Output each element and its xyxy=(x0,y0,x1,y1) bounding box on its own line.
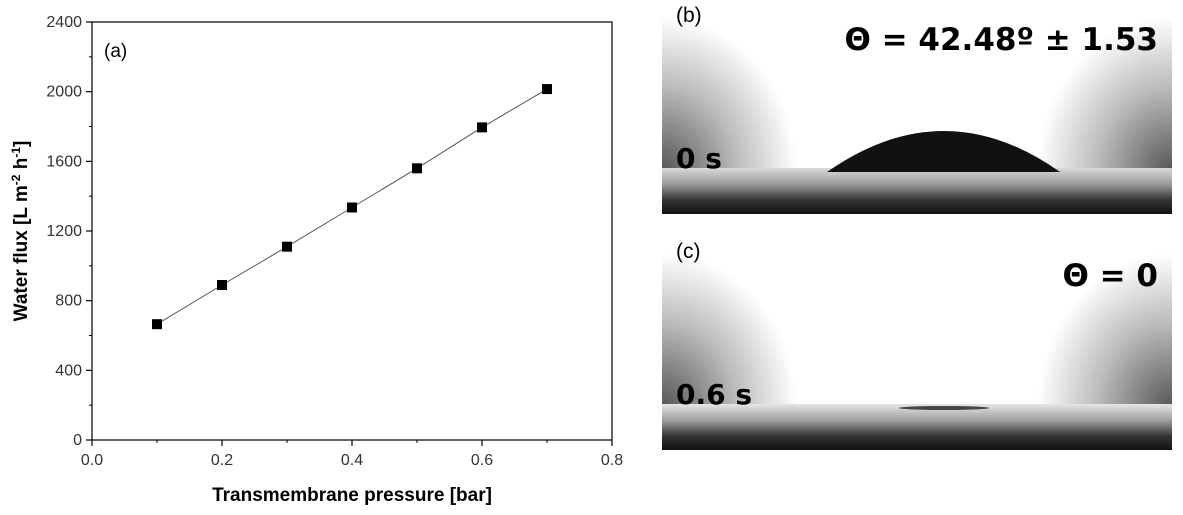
water-droplet xyxy=(827,131,1060,172)
y-tick-label: 2400 xyxy=(46,14,82,31)
data-point xyxy=(217,279,227,290)
panel-label-b: (b) xyxy=(676,4,702,27)
membrane-surface xyxy=(662,168,1172,214)
x-axis-label: Transmembrane pressure [bar] xyxy=(212,485,492,506)
x-tick-label: 0.2 xyxy=(211,452,233,469)
y-tick-label: 1600 xyxy=(46,153,82,170)
droplet-photo-b xyxy=(662,0,1172,214)
x-tick-label: 0.8 xyxy=(601,452,623,469)
y-axis-label-sup1: -2 xyxy=(9,174,23,185)
y-tick-label: 800 xyxy=(55,293,82,310)
contact-angle-photo-final: (c) Θ = 0 0.6 s xyxy=(662,236,1172,450)
panel-label-c: (c) xyxy=(676,240,701,263)
time-label-c: 0.6 s xyxy=(676,378,753,411)
x-axis-ticks: 0.0 0.2 0.4 0.6 0.8 xyxy=(81,440,623,469)
data-point xyxy=(282,241,292,252)
y-axis-label-mid: h xyxy=(11,158,32,175)
y-tick-label: 400 xyxy=(55,362,82,379)
data-point xyxy=(152,319,162,330)
y-tick-label: 0 xyxy=(73,432,82,449)
y-axis-label: Water flux [L m-2 h-1] xyxy=(9,141,32,322)
x-tick-label: 0.4 xyxy=(341,452,363,469)
time-label-b: 0 s xyxy=(676,142,722,175)
panel-label-a: (a) xyxy=(104,41,127,62)
light-shadow-left xyxy=(662,236,812,408)
light-shadow-right xyxy=(1022,0,1172,172)
data-point xyxy=(412,163,422,174)
y-tick-label: 1200 xyxy=(46,223,82,240)
membrane-surface xyxy=(662,404,1172,450)
y-axis-label-sup2: -1 xyxy=(9,147,23,158)
light-shadow-left xyxy=(662,0,812,172)
y-axis-label-main: Water flux [L m xyxy=(11,185,32,321)
y-axis-label-end: ] xyxy=(11,141,32,147)
droplet-photo-c xyxy=(662,236,1172,450)
data-point xyxy=(347,202,357,213)
y-axis-ticks: 0 400 800 1200 1600 2000 2400 xyxy=(46,14,92,449)
y-tick-label: 2000 xyxy=(46,84,82,101)
light-shadow-right xyxy=(1022,236,1172,408)
data-points xyxy=(152,84,552,330)
spread-droplet xyxy=(899,406,989,410)
x-tick-label: 0.6 xyxy=(471,452,493,469)
x-tick-label: 0.0 xyxy=(81,452,103,469)
plot-frame xyxy=(91,21,613,441)
contact-angle-photo-initial: (b) Θ = 42.48º ± 1.53 0 s xyxy=(662,0,1172,214)
data-point xyxy=(542,84,552,95)
contact-angle-value-b: Θ = 42.48º ± 1.53 xyxy=(844,22,1159,58)
contact-angle-value-c: Θ = 0 xyxy=(1062,258,1158,294)
data-point xyxy=(477,122,487,133)
